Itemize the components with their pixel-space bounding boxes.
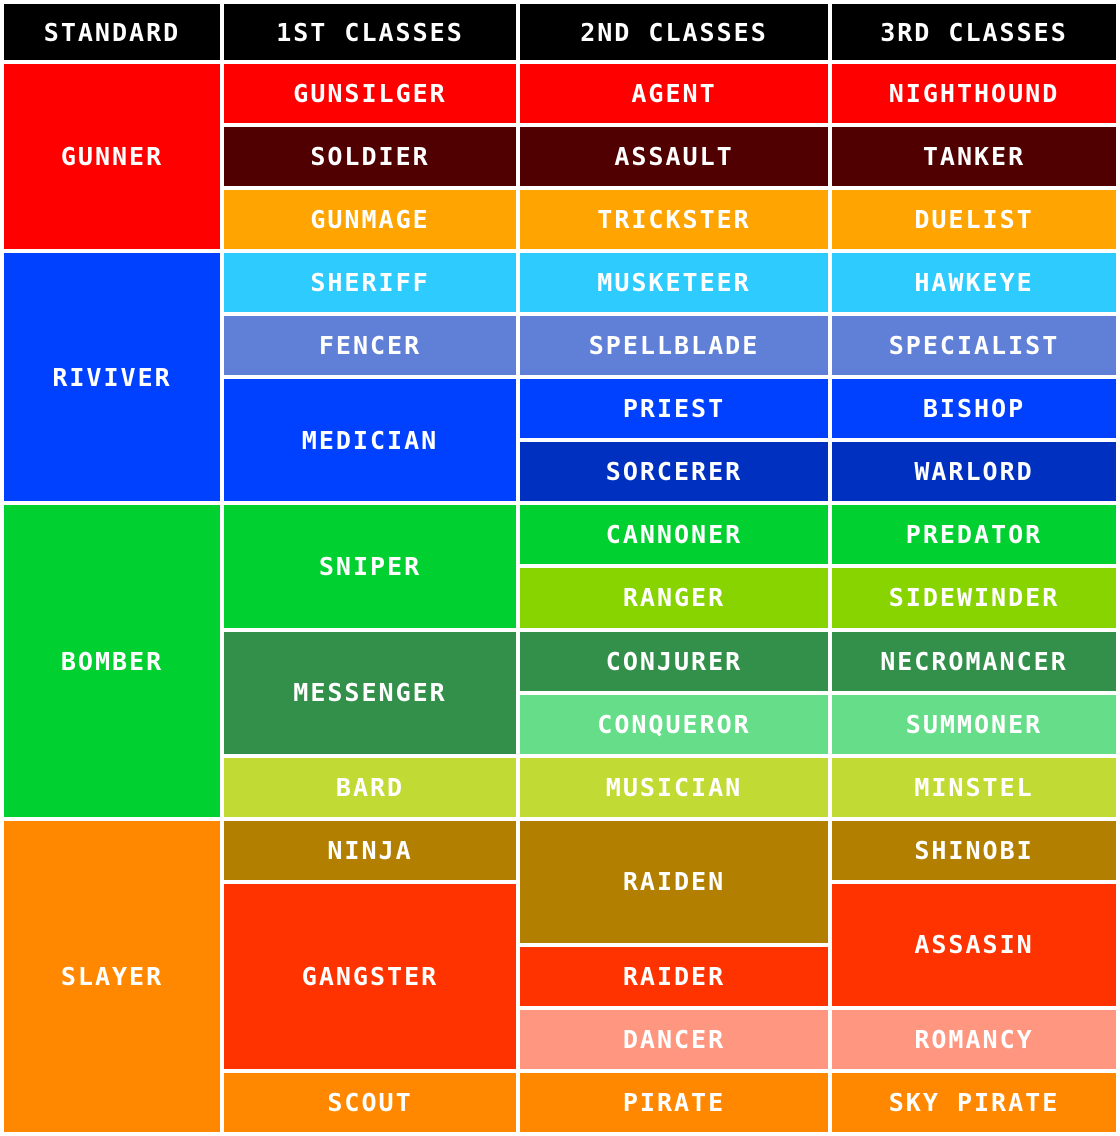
class-tanker: TANKER (832, 127, 1116, 187)
class-warlord: WARLORD (832, 442, 1116, 502)
class-fencer: FENCER (224, 316, 516, 376)
class-gangster: GANGSTER (224, 883, 516, 1069)
class-dancer: DANCER (520, 1009, 828, 1069)
class-ninja: NINJA (224, 820, 516, 880)
class-bishop: BISHOP (832, 379, 1116, 439)
class-assasin: ASSASIN (832, 883, 1116, 1006)
class-priest: PRIEST (520, 379, 828, 439)
class-soldier: SOLDIER (224, 127, 516, 187)
class-ranger: RANGER (520, 568, 828, 628)
class-gunmage: GUNMAGE (224, 190, 516, 250)
class-raiden: RAIDEN (520, 820, 828, 943)
class-sidewinder: SIDEWINDER (832, 568, 1116, 628)
header-2nd-classes: 2ND CLASSES (520, 4, 828, 60)
header-3rd-classes: 3RD CLASSES (832, 4, 1116, 60)
class-medician: MEDICIAN (224, 379, 516, 502)
class-necromancer: NECROMANCER (832, 631, 1116, 691)
class-duelist: DUELIST (832, 190, 1116, 250)
class-agent: AGENT (520, 64, 828, 124)
class-conqueror: CONQUEROR (520, 694, 828, 754)
class-bard: BARD (224, 757, 516, 817)
class-cannoner: CANNONER (520, 505, 828, 565)
class-predator: PREDATOR (832, 505, 1116, 565)
class-gunner: GUNNER (4, 64, 220, 250)
class-sky-pirate: SKY PIRATE (832, 1072, 1116, 1132)
class-musician: MUSICIAN (520, 757, 828, 817)
class-sorcerer: SORCERER (520, 442, 828, 502)
class-messenger: MESSENGER (224, 631, 516, 754)
class-romancy: ROMANCY (832, 1009, 1116, 1069)
class-specialist: SPECIALIST (832, 316, 1116, 376)
class-shinobi: SHINOBI (832, 820, 1116, 880)
class-assault: ASSAULT (520, 127, 828, 187)
header-1st-classes: 1ST CLASSES (224, 4, 516, 60)
class-sheriff: SHERIFF (224, 253, 516, 313)
class-riviver: RIVIVER (4, 253, 220, 502)
class-trickster: TRICKSTER (520, 190, 828, 250)
class-nighthound: NIGHTHOUND (832, 64, 1116, 124)
class-raider: RAIDER (520, 946, 828, 1006)
class-conjurer: CONJURER (520, 631, 828, 691)
class-sniper: SNIPER (224, 505, 516, 628)
class-hawkeye: HAWKEYE (832, 253, 1116, 313)
class-bomber: BOMBER (4, 505, 220, 817)
class-slayer: SLAYER (4, 820, 220, 1132)
class-spellblade: SPELLBLADE (520, 316, 828, 376)
class-summoner: SUMMONER (832, 694, 1116, 754)
header-standard: STANDARD (4, 4, 220, 60)
class-musketeer: MUSKETEER (520, 253, 828, 313)
class-minstel: MINSTEL (832, 757, 1116, 817)
class-pirate: PIRATE (520, 1072, 828, 1132)
class-scout: SCOUT (224, 1072, 516, 1132)
class-gunsilger: GUNSILGER (224, 64, 516, 124)
